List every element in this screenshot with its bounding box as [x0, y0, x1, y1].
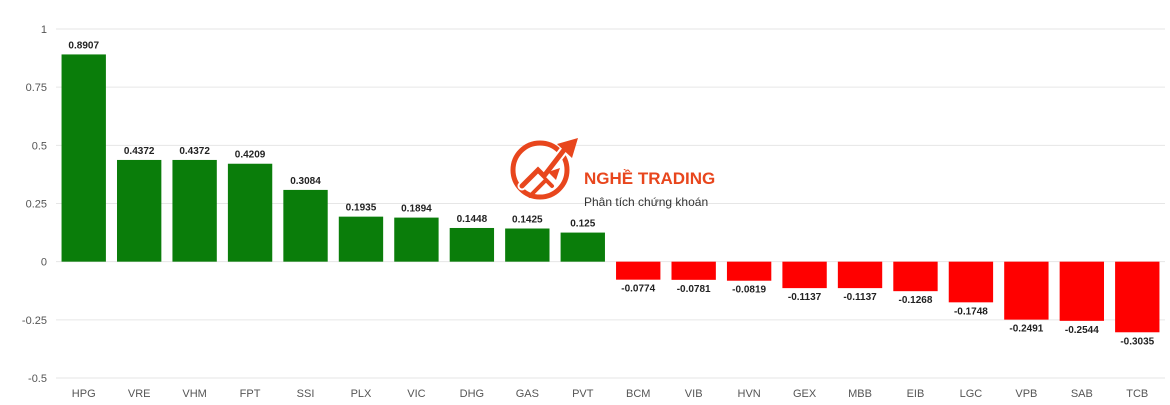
data-label: -0.3035: [1120, 336, 1154, 347]
x-tick-label: VPB: [1015, 388, 1037, 400]
y-axis: 1 0.75 0.5 0.25 0 -0.25 -0.5: [22, 24, 47, 385]
y-tick-label: 0.5: [32, 140, 47, 152]
bar-vhm: [172, 159, 217, 262]
bar-plx: [338, 216, 384, 262]
bar-vic: [394, 217, 439, 262]
bar-pvt: [560, 232, 605, 262]
data-label: 0.125: [570, 219, 595, 230]
y-tick-label: -0.5: [28, 373, 47, 385]
bar-gas: [505, 228, 550, 262]
data-label: -0.2491: [1009, 324, 1043, 335]
x-tick-label: SAB: [1071, 388, 1093, 400]
watermark: NGHỀ TRADING Phân tích chứng khoán: [510, 138, 715, 209]
bar-fpt: [227, 163, 273, 262]
watermark-brand: NGHỀ TRADING: [584, 169, 715, 188]
bar-bcm: [616, 261, 661, 280]
x-tick-label: VIC: [407, 388, 425, 400]
data-label: 0.1894: [401, 204, 432, 215]
x-tick-label: GEX: [793, 388, 817, 400]
watermark-tagline: Phân tích chứng khoán: [584, 195, 708, 209]
y-tick-label: -0.25: [22, 315, 47, 327]
data-label: -0.1137: [843, 292, 877, 303]
x-tick-label: HVN: [738, 388, 761, 400]
x-tick-label: GAS: [516, 388, 539, 400]
trading-arrows-logo-icon: [510, 138, 578, 200]
bar-vre: [116, 159, 162, 262]
x-tick-label: VHM: [182, 388, 206, 400]
data-label: -0.0819: [732, 285, 766, 296]
bar-sab: [1059, 261, 1105, 321]
bar-vpb: [1004, 261, 1049, 320]
x-tick-label: SSI: [297, 388, 315, 400]
bar-mbb: [837, 261, 883, 289]
bar-lgc: [948, 261, 994, 303]
y-tick-label: 0.25: [26, 199, 47, 211]
data-label: -0.1748: [954, 306, 988, 317]
data-label: 0.4372: [179, 146, 210, 157]
x-tick-label: BCM: [626, 388, 650, 400]
x-tick-label: EIB: [907, 388, 925, 400]
x-axis: HPG VRE VHM FPT SSI PLX VIC DHG GAS PVT BCM VIB HVN G…: [72, 388, 1148, 400]
data-label: 0.4372: [124, 146, 155, 157]
bar-hpg: [61, 54, 106, 262]
bar-ssi: [283, 189, 328, 262]
x-tick-label: MBB: [848, 388, 872, 400]
data-label: -0.1137: [788, 292, 822, 303]
bars: 0.8907 0.4372 0.4372 0.4209 0.3084 0.1935 0.18…: [61, 40, 1160, 347]
data-label: -0.0774: [621, 284, 655, 295]
x-tick-label: HPG: [72, 388, 96, 400]
data-label: 0.1425: [512, 215, 543, 226]
x-tick-label: DHG: [460, 388, 484, 400]
bar-dhg: [449, 227, 495, 262]
x-tick-label: LGC: [960, 388, 983, 400]
data-label: -0.2544: [1065, 325, 1099, 336]
x-tick-label: PVT: [572, 388, 594, 400]
data-label: 0.8907: [68, 40, 99, 51]
x-tick-label: FPT: [240, 388, 261, 400]
bar-hvn: [726, 261, 772, 281]
data-label: -0.0781: [677, 284, 711, 295]
data-label: 0.1448: [457, 214, 488, 225]
x-tick-label: TCB: [1126, 388, 1148, 400]
x-tick-label: VIB: [685, 388, 703, 400]
bar-tcb: [1115, 261, 1160, 333]
bar-eib: [893, 261, 938, 292]
x-tick-label: PLX: [351, 388, 372, 400]
y-tick-label: 1: [41, 24, 47, 36]
y-tick-label: 0.75: [26, 82, 47, 94]
bar-vib: [671, 261, 716, 280]
data-label: 0.3084: [290, 176, 321, 187]
data-label: -0.1268: [899, 295, 933, 306]
data-label: 0.1935: [346, 203, 377, 214]
data-label: 0.4209: [235, 150, 266, 161]
x-tick-label: VRE: [128, 388, 151, 400]
bar-gex: [782, 261, 827, 289]
y-tick-label: 0: [41, 257, 47, 269]
